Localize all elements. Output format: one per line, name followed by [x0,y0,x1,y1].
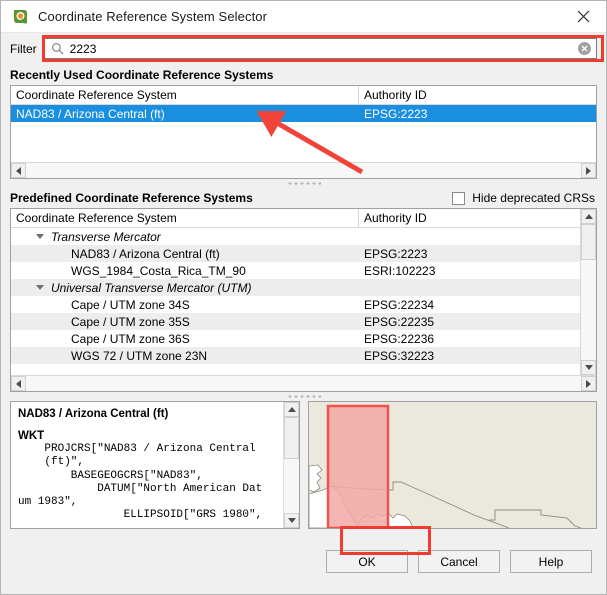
qgis-logo-icon [12,8,29,25]
column-header-authority[interactable]: Authority ID [364,211,427,225]
predefined-crs-tree[interactable]: Coordinate Reference System Authority ID… [10,208,597,392]
clear-icon[interactable] [578,42,591,55]
scroll-left-icon[interactable] [11,376,26,391]
filter-box[interactable] [43,38,597,59]
tree-group-row[interactable]: Universal Transverse Mercator (UTM) [11,279,580,296]
details-area: NAD83 / Arizona Central (ft) WKT PROJCRS… [10,401,597,529]
search-icon [51,42,64,55]
help-button[interactable]: Help [510,550,592,573]
scroll-left-icon[interactable] [11,163,26,178]
title-bar: Coordinate Reference System Selector [1,1,606,33]
map-preview-graphic [309,402,596,528]
table-row[interactable]: WGS_1984_Costa_Rica_TM_90 ESRI:102223 [11,262,580,279]
scroll-up-icon[interactable] [581,209,596,224]
crs-name: Cape / UTM zone 34S [71,297,190,312]
scroll-thumb[interactable] [284,417,299,459]
tree-group-row[interactable]: Transverse Mercator [11,228,580,245]
crs-authority: EPSG:22235 [364,314,435,329]
wkt-label: WKT [18,430,45,442]
hide-deprecated-checkbox-wrap[interactable]: Hide deprecated CRSs [452,191,595,205]
column-header-crs[interactable]: Coordinate Reference System [11,209,359,227]
crs-authority: EPSG:2223 [364,246,428,261]
table-row[interactable]: NAD83 / Arizona Central (ft) EPSG:2223 [11,105,596,122]
group-label-utm: Universal Transverse Mercator (UTM) [11,281,359,295]
recent-rows: NAD83 / Arizona Central (ft) EPSG:2223 [11,105,596,162]
scroll-down-icon[interactable] [581,360,596,375]
hide-deprecated-checkbox[interactable] [452,191,466,205]
hide-deprecated-label: Hide deprecated CRSs [472,191,595,205]
crs-name: WGS 72 / UTM zone 23N [71,348,208,363]
crs-name: WGS_1984_Costa_Rica_TM_90 [71,263,246,278]
table-row[interactable]: NAD83 / Arizona Central (ft) EPSG:2223 [11,245,580,262]
chevron-down-icon[interactable] [36,234,44,239]
crs-authority: EPSG:32223 [364,348,435,363]
recent-row-crs-name: NAD83 / Arizona Central (ft) [16,106,165,121]
table-row[interactable]: Cape / UTM zone 35S EPSG:22235 [11,313,580,330]
scroll-track[interactable] [581,224,596,360]
button-bar: OK Cancel Help [1,526,606,594]
chevron-down-icon[interactable] [36,285,44,290]
table-row[interactable]: Cape / UTM zone 34S EPSG:22234 [11,296,580,313]
wkt-text: PROJCRS["NAD83 / Arizona Central (ft)", … [18,443,263,522]
crs-name: Cape / UTM zone 35S [71,314,190,329]
scroll-track[interactable] [284,417,299,513]
wkt-body: NAD83 / Arizona Central (ft) WKT PROJCRS… [11,402,283,528]
recent-list-header: Coordinate Reference System Authority ID [11,86,596,105]
splitter-handle-top[interactable] [1,179,606,188]
predefined-vertical-scrollbar[interactable] [580,209,596,375]
crs-name: Cape / UTM zone 36S [71,331,190,346]
crs-authority: EPSG:22236 [364,331,435,346]
scroll-down-icon[interactable] [284,513,299,528]
predefined-header: Predefined Coordinate Reference Systems … [1,188,606,208]
window-title: Coordinate Reference System Selector [38,9,268,24]
scroll-right-icon[interactable] [581,163,596,178]
recent-section-label: Recently Used Coordinate Reference Syste… [10,68,274,82]
predefined-section-label: Predefined Coordinate Reference Systems [10,191,253,205]
scroll-thumb[interactable] [581,224,596,260]
column-header-crs[interactable]: Coordinate Reference System [11,86,359,104]
scroll-track[interactable] [26,163,581,178]
wkt-vertical-scrollbar[interactable] [283,402,299,528]
recent-crs-list[interactable]: Coordinate Reference System Authority ID… [10,85,597,179]
column-header-authority[interactable]: Authority ID [364,88,427,102]
search-input[interactable] [69,40,578,57]
close-icon[interactable] [561,1,606,32]
table-row[interactable]: WGS 72 / UTM zone 23N EPSG:32223 [11,347,580,364]
predefined-horizontal-scrollbar[interactable] [11,375,596,391]
predefined-rows: Transverse Mercator NAD83 / Arizona Cent… [11,228,580,375]
crs-name: NAD83 / Arizona Central (ft) [71,246,220,261]
selected-crs-title: NAD83 / Arizona Central (ft) [18,408,169,420]
table-row[interactable]: Cape / UTM zone 36S EPSG:22236 [11,330,580,347]
predefined-list-header: Coordinate Reference System Authority ID [11,209,580,228]
filter-label: Filter [10,41,37,56]
scroll-right-icon[interactable] [581,376,596,391]
splitter-handle-bottom[interactable] [1,392,606,401]
crs-authority: EPSG:22234 [364,297,435,312]
filter-row: Filter [1,33,606,64]
map-preview[interactable] [308,401,597,529]
scroll-track[interactable] [26,376,581,391]
recent-horizontal-scrollbar[interactable] [11,162,596,178]
recent-row-authority: EPSG:2223 [364,106,428,121]
cancel-button[interactable]: Cancel [418,550,500,573]
scroll-up-icon[interactable] [284,402,299,417]
group-label-transverse-mercator: Transverse Mercator [11,230,359,244]
ok-button[interactable]: OK [326,550,408,573]
crs-authority: ESRI:102223 [364,263,436,278]
wkt-panel[interactable]: NAD83 / Arizona Central (ft) WKT PROJCRS… [10,401,300,529]
